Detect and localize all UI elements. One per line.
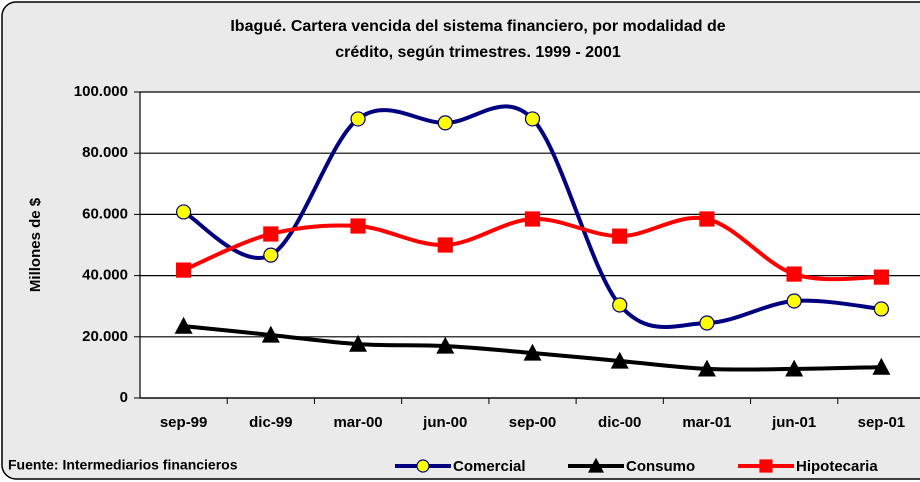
- x-tick-label: dic-00: [598, 414, 641, 431]
- chart-title: crédito, según trimestres. 1999 - 2001: [335, 44, 621, 61]
- marker: [263, 226, 279, 242]
- marker: [350, 218, 366, 234]
- marker: [587, 457, 605, 473]
- x-tick-label: dic-99: [249, 414, 292, 431]
- y-tick-label: 40.000: [82, 267, 128, 284]
- marker: [699, 315, 715, 331]
- x-tick-label: sep-01: [858, 414, 906, 431]
- marker: [786, 293, 802, 309]
- marker: [524, 211, 541, 227]
- x-tick-label: jun-01: [771, 414, 816, 431]
- marker: [612, 297, 628, 313]
- y-tick-label: 60.000: [82, 205, 128, 222]
- chart-title: Ibagué. Cartera vencida del sistema fina…: [230, 18, 725, 35]
- marker: [437, 115, 453, 131]
- legend-label: Comercial: [453, 458, 526, 475]
- marker: [174, 316, 193, 334]
- y-axis-label: Millones de $: [27, 197, 44, 292]
- x-tick-label: mar-00: [333, 414, 382, 431]
- x-tick-label: sep-00: [509, 414, 557, 431]
- y-tick-label: 20.000: [82, 328, 128, 345]
- marker: [524, 111, 541, 127]
- marker: [350, 111, 366, 127]
- legend-label: Consumo: [626, 458, 695, 475]
- y-tick-label: 80.000: [82, 144, 128, 161]
- marker: [610, 351, 629, 369]
- y-tick-label: 0: [120, 389, 128, 406]
- source-note: Fuente: Intermediarios financieros: [8, 457, 238, 473]
- marker: [699, 211, 715, 227]
- marker: [349, 334, 368, 352]
- plot-area: [140, 92, 920, 398]
- marker: [873, 269, 889, 285]
- marker: [759, 459, 773, 473]
- x-tick-label: mar-01: [682, 414, 731, 431]
- marker: [176, 204, 192, 220]
- marker: [872, 357, 891, 375]
- marker: [612, 228, 628, 244]
- marker: [436, 336, 455, 354]
- marker: [437, 237, 453, 253]
- x-tick-label: jun-00: [422, 414, 467, 431]
- marker: [785, 359, 804, 377]
- marker: [263, 247, 279, 263]
- marker: [416, 459, 430, 473]
- y-tick-label: 100.000: [74, 83, 128, 100]
- x-tick-label: sep-99: [160, 414, 208, 431]
- marker: [697, 359, 716, 377]
- marker: [176, 262, 192, 278]
- marker: [873, 301, 889, 317]
- legend-label: Hipotecaria: [796, 458, 878, 475]
- marker: [261, 325, 280, 343]
- marker: [786, 266, 802, 282]
- marker: [523, 343, 542, 361]
